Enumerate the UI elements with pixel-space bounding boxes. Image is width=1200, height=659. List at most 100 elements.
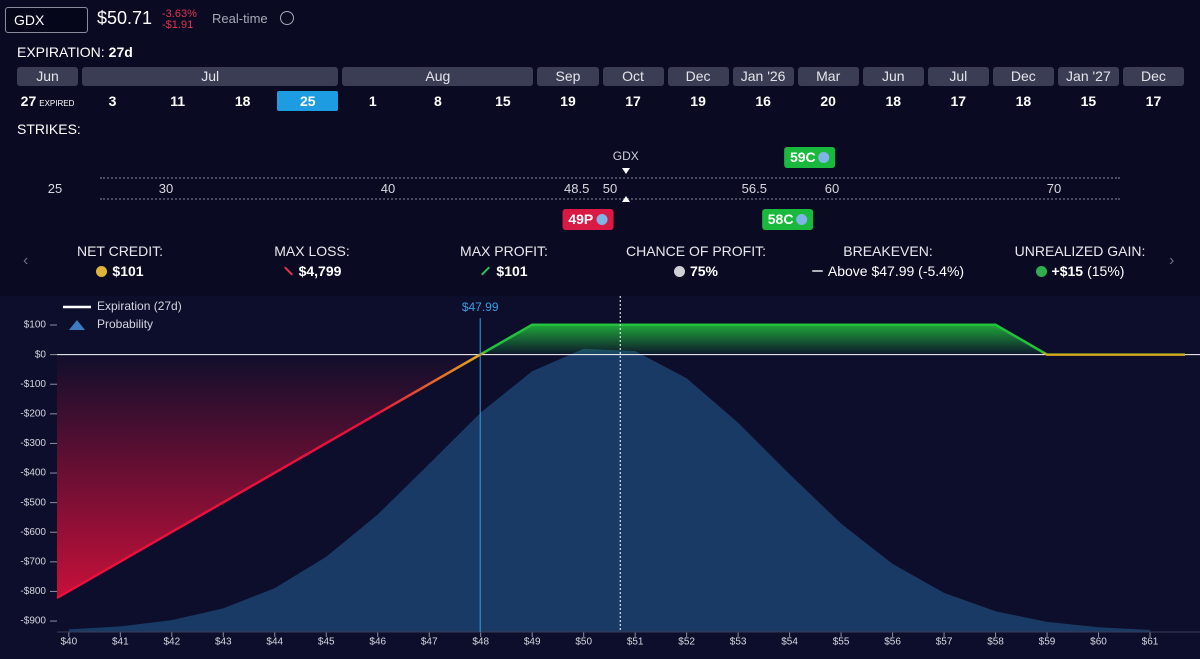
stat: UNREALIZED GAIN: +$15 (15%) — [984, 243, 1176, 279]
date-cell[interactable]: 17 — [603, 91, 664, 111]
date-cell[interactable]: 19 — [668, 91, 729, 111]
date-cell[interactable]: 8 — [407, 91, 468, 111]
strike-badge[interactable]: 58C — [761, 209, 814, 230]
month-tab[interactable]: Jun — [862, 67, 924, 86]
month-tab[interactable]: Jan '27 — [1057, 67, 1119, 86]
date-day: 15 — [1080, 93, 1097, 109]
strike-label: 70 — [1046, 181, 1062, 196]
realtime-label: Real-time — [212, 11, 268, 26]
date-cell[interactable]: 18 — [993, 91, 1054, 111]
date-cell[interactable]: 18 — [212, 91, 273, 111]
x-tick-label: $46 — [369, 637, 386, 648]
stat: CHANCE OF PROFIT: 75% — [600, 243, 792, 279]
date-cell[interactable]: 17 — [1123, 91, 1184, 111]
month-tab[interactable]: Oct — [602, 67, 664, 86]
x-tick-label: $52 — [678, 637, 695, 648]
stat-value: +$15 — [1051, 263, 1084, 279]
y-tick-label: -$500 — [20, 497, 46, 508]
badge-icon — [596, 214, 608, 225]
expiration-value: 27d — [108, 44, 133, 60]
stat-icon — [1035, 266, 1047, 277]
month-tab[interactable]: Sep — [537, 67, 599, 86]
stat-value-row: Above $47.99 (-5.4%) — [792, 263, 984, 279]
prev-arrow[interactable]: ‹ — [23, 252, 29, 269]
ticker-input[interactable]: GDX — [5, 7, 88, 33]
date-day: 27 — [20, 93, 37, 109]
change-abs: -$1.91 — [162, 19, 194, 31]
date-day: 18 — [1015, 93, 1032, 109]
month-tab[interactable]: Jan '26 — [732, 67, 794, 86]
underlying-marker — [621, 168, 630, 174]
stat-label: MAX PROFIT: — [460, 243, 548, 259]
date-cell[interactable]: 15 — [472, 91, 533, 111]
date-day: 19 — [690, 93, 706, 109]
date-cell[interactable]: 3 — [82, 91, 143, 111]
stat-value: Above $47.99 (-5.4%) — [827, 263, 965, 279]
badge-icon — [818, 152, 830, 163]
stat-icon — [673, 266, 685, 277]
date-day: 3 — [108, 93, 117, 109]
x-tick-label: $41 — [112, 637, 129, 648]
x-tick-label: $51 — [627, 637, 644, 648]
x-tick-label: $45 — [318, 637, 335, 648]
date-cell[interactable]: 1 — [342, 91, 403, 111]
strike-dots — [100, 177, 1120, 179]
date-cell[interactable]: 11 — [147, 91, 208, 111]
date-cell[interactable]: 16 — [733, 91, 794, 111]
date-day: 8 — [433, 93, 442, 109]
month-tab[interactable]: Jul — [82, 67, 339, 86]
month-tab[interactable]: Mar — [797, 67, 859, 86]
stat-label: UNREALIZED GAIN: — [1014, 243, 1146, 259]
month-tab[interactable]: Jun — [17, 67, 79, 86]
stat-label: BREAKEVEN: — [843, 243, 933, 259]
expiration-label: EXPIRATION: — [17, 44, 105, 60]
y-tick-label: -$700 — [20, 556, 46, 567]
date-cell[interactable]: 20 — [798, 91, 859, 111]
month-tab[interactable]: Dec — [1122, 67, 1184, 86]
stat-icon — [96, 266, 108, 277]
stat: NET CREDIT: $101 — [24, 243, 216, 279]
y-tick-label: $0 — [35, 349, 47, 360]
strikes-label: STRIKES: — [17, 121, 81, 137]
date-day: 17 — [625, 93, 641, 109]
date-day: 20 — [820, 93, 836, 109]
y-tick-label: $100 — [24, 320, 47, 331]
date-day: 11 — [170, 93, 186, 109]
strike-label: 40 — [380, 181, 396, 196]
strike-badge[interactable]: 49P — [562, 209, 614, 230]
stat-value: $4,799 — [298, 263, 342, 279]
month-tab[interactable]: Dec — [667, 67, 729, 86]
strike-label: 56.5 — [741, 181, 767, 196]
y-tick-label: -$600 — [20, 527, 46, 538]
x-tick-label: $47 — [421, 637, 438, 648]
month-tab[interactable]: Aug — [342, 67, 534, 86]
badge-label: 59C — [789, 149, 816, 165]
legend-swatch — [69, 320, 85, 330]
underlying-label: GDX — [612, 149, 639, 163]
date-cell[interactable]: 27 EXPIRED — [17, 91, 78, 111]
x-tick-label: $54 — [781, 637, 798, 648]
date-cell[interactable]: 25 — [277, 91, 339, 111]
month-tab[interactable]: Jul — [927, 67, 989, 86]
date-cell[interactable]: 19 — [537, 91, 598, 111]
date-cell[interactable]: 17 — [928, 91, 989, 111]
date-cell[interactable]: 18 — [863, 91, 924, 111]
x-tick-label: $60 — [1090, 637, 1107, 648]
date-cell[interactable]: 15 — [1058, 91, 1119, 111]
strike-dots — [100, 198, 1120, 200]
stat-icon — [283, 266, 293, 276]
strike-badge[interactable]: 59C — [783, 147, 836, 168]
x-tick-label: $42 — [163, 637, 180, 648]
stat-label: NET CREDIT: — [76, 243, 164, 259]
x-tick-label: $50 — [575, 637, 592, 648]
stat-icon — [481, 266, 491, 276]
stat: MAX PROFIT: $101 — [408, 243, 600, 279]
next-arrow[interactable]: › — [1169, 252, 1175, 269]
x-tick-label: $49 — [524, 637, 541, 648]
stat-value: $101 — [112, 263, 144, 279]
month-tab[interactable]: Dec — [992, 67, 1054, 86]
help-icon[interactable] — [280, 11, 294, 25]
payoff-chart: $100 $0 -$100 -$200 -$300 -$400 -$500 -$600 -$70… — [0, 296, 1200, 659]
date-day: 15 — [495, 93, 511, 109]
expiration-picker: Jun Jul Aug Sep Oct Dec Jan '26 Mar Jun Jul Dec Jan… — [17, 67, 1184, 111]
